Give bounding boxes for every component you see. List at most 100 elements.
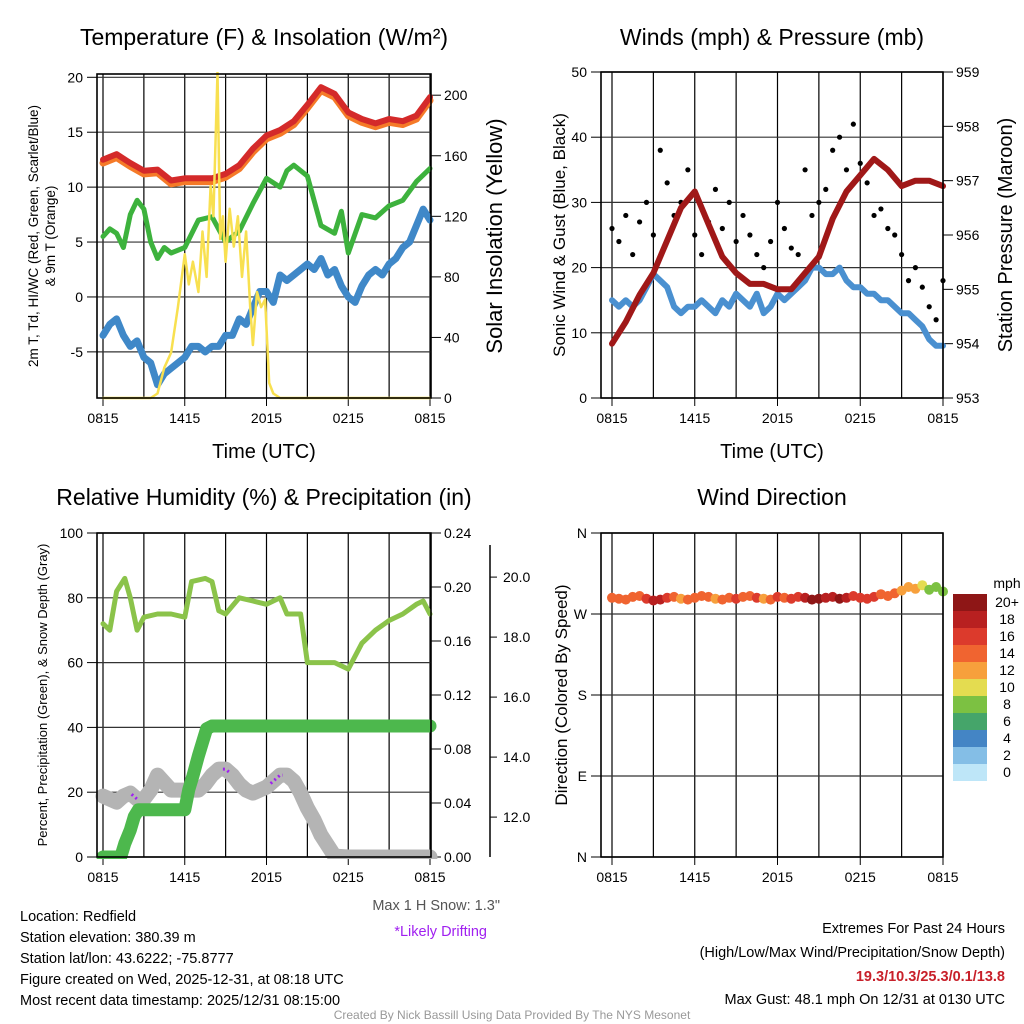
snow-axis-tick-label: 20.0	[503, 569, 530, 585]
chart-panel-2: Winds (mph) & Pressure (mb) 0 10 20 30 40 50 95…	[550, 24, 1017, 463]
y-left-tick-label: -5	[71, 344, 84, 360]
legend-swatch	[953, 594, 987, 611]
y-right-tick-label: 0.12	[444, 687, 471, 703]
max-gust-text: Max Gust: 48.1 mph On 12/31 at 0130 UTC	[725, 992, 1005, 1008]
y-left-tick-label: 30	[571, 194, 587, 210]
x-tick-label: 1415	[169, 410, 200, 426]
hi-wc-line	[99, 205, 434, 389]
y-right-tick-label: 0.00	[444, 849, 471, 865]
gust-point	[823, 186, 829, 192]
y-left-tick-label: 10	[571, 325, 587, 341]
plot-frame	[600, 532, 944, 858]
station-pressure-line	[609, 155, 946, 347]
gust-point	[657, 147, 663, 153]
legend-label: 0	[1003, 764, 1011, 780]
y-right-axis-label: Solar Insolation (Yellow)	[482, 118, 507, 353]
snow-depth-line	[95, 761, 438, 859]
plot-frame	[96, 532, 432, 858]
legend-swatch	[953, 679, 987, 696]
y-left-tick-label: W	[574, 606, 588, 622]
y-right-tick-label: 954	[956, 336, 980, 352]
y-left-tick-label: 15	[67, 124, 83, 140]
legend-label: 14	[999, 645, 1015, 661]
gust-point	[788, 245, 794, 251]
plot-frame	[600, 71, 944, 399]
y-left-tick-label: S	[578, 687, 587, 703]
y-left-tick-label: 20	[67, 784, 83, 800]
series-layer	[99, 72, 434, 400]
gust-point	[878, 206, 884, 212]
gust-point	[885, 225, 891, 232]
precipitation-line	[96, 719, 437, 859]
y-left-axis-label: 2m T, Td, HI/WC (Red, Green, Scarlet/Blu…	[26, 105, 41, 367]
gust-point	[774, 199, 781, 205]
gust-point	[761, 265, 767, 271]
y-right-tick-label: 0	[444, 390, 452, 406]
x-tick-label: 2015	[251, 869, 282, 885]
gust-point	[719, 225, 725, 232]
gust-point	[685, 167, 691, 173]
max-snow-note: Max 1 H Snow: 1.3"	[372, 898, 500, 914]
gust-point	[926, 304, 932, 310]
y-right-tick-label: 953	[956, 390, 980, 406]
gust-point	[850, 121, 856, 127]
y-left-tick-label: 20	[571, 260, 587, 276]
y-right-tick-label: 955	[956, 281, 980, 297]
td-line	[100, 162, 433, 261]
legend-swatch	[953, 764, 987, 781]
gust-point	[754, 251, 760, 258]
y-right-tick-label: 160	[444, 148, 468, 164]
gust-point	[899, 251, 905, 258]
x-tick-label: 1415	[679, 410, 710, 426]
y-left-tick-label: N	[577, 525, 587, 541]
gust-point	[726, 199, 732, 205]
gust-point	[933, 317, 939, 323]
extremes-heading: Extremes For Past 24 Hours	[822, 921, 1005, 937]
x-tick-label: 0215	[333, 869, 364, 885]
latlon-text: Station lat/lon: 43.6222; -75.8777	[20, 951, 234, 967]
x-tick-label: 0815	[414, 410, 445, 426]
chart-title: Wind Direction	[697, 484, 847, 510]
legend-swatch	[953, 730, 987, 747]
series-layer	[609, 121, 946, 349]
y-left-tick-label: E	[578, 768, 587, 784]
gust-point	[692, 232, 698, 238]
y-right-tick-label: 0.16	[444, 633, 471, 649]
x-tick-label: 2015	[251, 410, 282, 426]
elevation-text: Station elevation: 380.39 m	[20, 930, 196, 946]
x-axis-label: Time (UTC)	[720, 441, 824, 463]
x-tick-label: 0215	[333, 410, 364, 426]
gust-point	[802, 167, 808, 173]
x-tick-label: 1415	[169, 869, 200, 885]
x-tick-label: 0815	[87, 869, 118, 885]
drifting-segment	[222, 767, 231, 774]
credit-text: Created By Nick Bassill Using Data Provi…	[334, 1008, 691, 1022]
y-left-tick-label: 80	[67, 590, 83, 606]
y-right-tick-label: 957	[956, 173, 980, 189]
gust-point	[905, 278, 912, 284]
y-right-tick-label: 958	[956, 118, 980, 134]
snow-axis-tick-label: 12.0	[503, 809, 530, 825]
x-tick-label: 1415	[679, 869, 710, 885]
legend-swatch	[953, 611, 987, 628]
gust-point	[912, 265, 919, 271]
legend-swatch	[953, 662, 987, 679]
y-right-axis-label: Station Pressure (Maroon)	[995, 118, 1017, 353]
y-left-axis-label: Sonic Wind & Gust (Blue, Black)	[550, 113, 569, 357]
y-left-tick-label: 50	[571, 64, 587, 80]
y-left-tick-label: 100	[60, 525, 84, 541]
latest-timestamp-text: Most recent data timestamp: 2025/12/31 0…	[20, 993, 340, 1009]
chart-title: Relative Humidity (%) & Precipitation (i…	[56, 484, 471, 510]
y-left-axis-label: & 9m T (Orange)	[43, 186, 58, 287]
y-right-tick-label: 80	[444, 269, 460, 285]
x-tick-label: 0215	[845, 410, 876, 426]
x-tick-label: 2015	[762, 410, 793, 426]
y-left-tick-label: 0	[579, 390, 587, 406]
legend-label: 12	[999, 662, 1015, 678]
snow-axis-tick-label: 14.0	[503, 749, 530, 765]
gust-point	[616, 238, 622, 245]
gust-point	[747, 232, 753, 238]
sonic-wind-line	[609, 264, 946, 349]
gust-point	[843, 167, 850, 173]
